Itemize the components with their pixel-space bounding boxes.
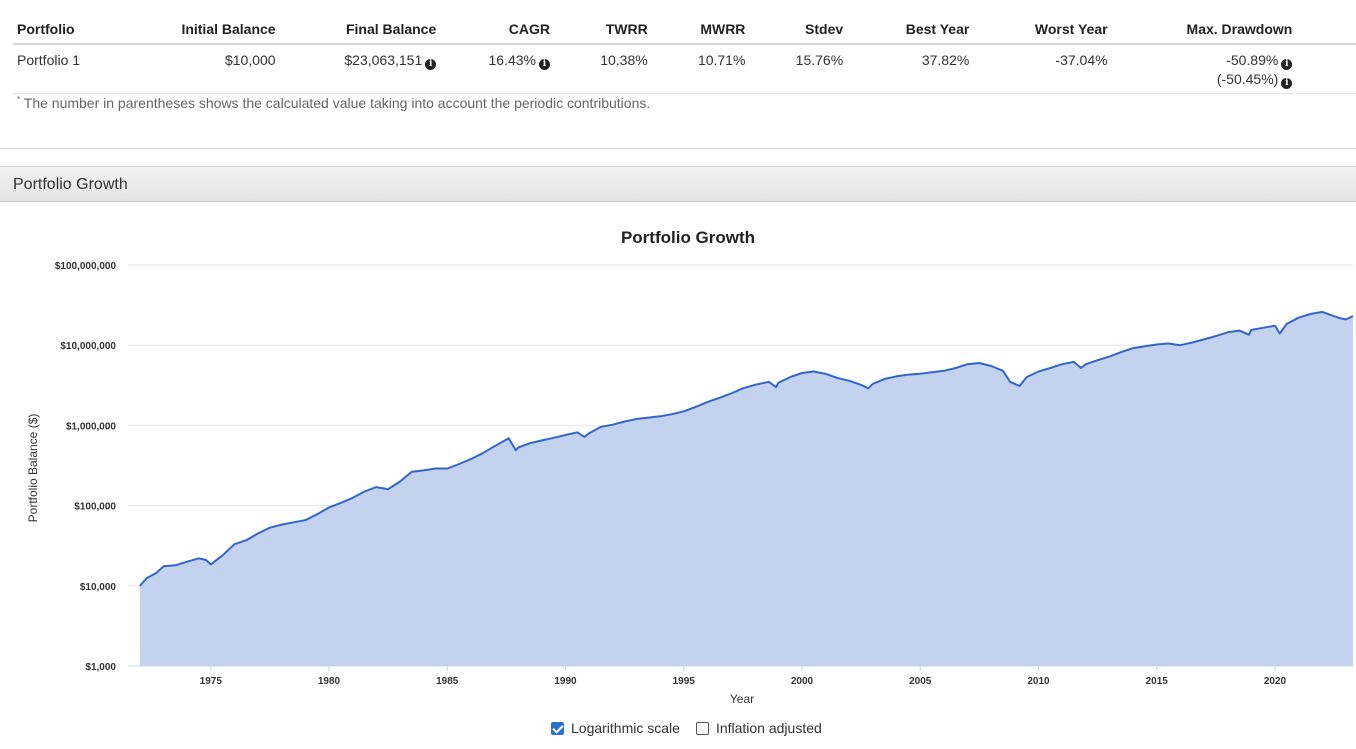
cell-twrr: 10.38% (553, 44, 652, 94)
inflation-label: Inflation adjusted (715, 720, 822, 736)
max-drawdown-contrib-value: (-50.45%) (1216, 71, 1279, 87)
cell-cagr: 16.43% i (440, 44, 554, 94)
info-circle-icon[interactable]: i (1281, 78, 1293, 89)
y-axis-label: Portfolio Balance ($) (26, 414, 40, 523)
footnote: * The number in parentheses shows the ca… (17, 95, 650, 111)
table-row: Portfolio 1 $10,000 $23,063,151 i 16.43% i… (13, 44, 1356, 94)
col-header-mwrr[interactable]: MWRR (651, 14, 750, 45)
col-header-best-year[interactable]: Best Year (847, 14, 974, 45)
x-tick-label: 1975 (200, 676, 223, 687)
log-scale-toggle[interactable]: Logarithmic scale (551, 720, 680, 736)
cell-final-balance: $23,063,151 i (279, 44, 441, 94)
col-header-portfolio[interactable]: Portfolio (13, 14, 126, 45)
x-tick-label: 1980 (318, 676, 341, 687)
x-tick-label: 1995 (673, 676, 696, 687)
x-tick-label: 2000 (791, 676, 814, 687)
cell-best-year: 37.82% (847, 44, 974, 94)
cell-stdev: 15.76% (749, 44, 848, 94)
info-circle-icon[interactable]: i (425, 59, 437, 70)
y-tick-label: $100,000,000 (55, 261, 117, 272)
final-balance-value: $23,063,151 (344, 52, 423, 68)
max-drawdown-value: -50.89% (1226, 52, 1279, 68)
y-axis-ticks: $1,000 $10,000 $100,000 $1,000,000 $10,000,0… (55, 261, 117, 673)
inflation-toggle[interactable]: Inflation adjusted (695, 720, 822, 736)
col-header-worst-year[interactable]: Worst Year (973, 14, 1112, 45)
footnote-mark: * (17, 95, 21, 104)
col-header-initial-balance[interactable]: Initial Balance (125, 14, 280, 45)
y-tick-label: $10,000 (80, 582, 117, 593)
portfolio-stats-table: Portfolio Initial Balance Final Balance … (13, 14, 1356, 94)
portfolio-growth-chart: Portfolio Growth $1,000 $10,000 $100,000 $1… (0, 203, 1356, 749)
x-axis-ticks: 1975 1980 1985 1990 1995 2000 2005 2010 2015 2020 (200, 666, 1287, 687)
info-circle-icon[interactable]: i (1281, 59, 1293, 70)
log-scale-label: Logarithmic scale (571, 720, 680, 736)
log-scale-checkbox[interactable] (551, 721, 564, 735)
cell-mwrr: 10.71% (651, 44, 750, 94)
cell-portfolio: Portfolio 1 (13, 44, 126, 94)
section-divider (0, 148, 1356, 149)
x-axis-label: Year (730, 692, 754, 706)
info-circle-icon[interactable]: i (538, 59, 550, 70)
footnote-text: The number in parentheses shows the calc… (23, 95, 651, 111)
cell-spacer (1296, 44, 1356, 94)
series-area (139, 311, 1353, 666)
cell-worst-year: -37.04% (973, 44, 1112, 94)
x-tick-label: 1985 (436, 676, 459, 687)
col-header-stdev[interactable]: Stdev (749, 14, 848, 45)
cell-initial-balance: $10,000 (125, 44, 280, 94)
cell-max-drawdown: -50.89% i (-50.45%) i (1111, 44, 1297, 94)
x-tick-label: 2020 (1264, 676, 1287, 687)
chart-controls: Logarithmic scale Inflation adjusted (551, 720, 838, 736)
chart-svg: Portfolio Growth $1,000$10,000$100,000$1… (26, 228, 1354, 706)
cagr-value: 16.43% (488, 52, 536, 68)
col-header-spacer (1296, 14, 1356, 45)
col-header-final-balance[interactable]: Final Balance (279, 14, 441, 45)
col-header-max-drawdown[interactable]: Max. Drawdown (1111, 14, 1297, 45)
col-header-twrr[interactable]: TWRR (553, 14, 652, 45)
y-tick-label: $100,000 (74, 502, 116, 513)
plot-area (139, 310, 1354, 666)
inflation-checkbox[interactable] (695, 721, 709, 735)
x-tick-label: 2005 (909, 676, 932, 687)
section-title: Portfolio Growth (13, 176, 128, 193)
x-tick-label: 2010 (1027, 676, 1050, 687)
y-tick-label: $1,000 (85, 662, 116, 673)
chart-title: Portfolio Growth (621, 228, 755, 247)
y-tick-label: $1,000,000 (66, 421, 116, 432)
series-line (139, 310, 1354, 587)
col-header-cagr[interactable]: CAGR (440, 14, 554, 45)
section-header: Portfolio Growth (0, 166, 1356, 202)
y-tick-label: $10,000,000 (60, 341, 116, 352)
x-tick-label: 1990 (554, 676, 577, 687)
x-tick-label: 2015 (1146, 676, 1169, 687)
stats-header-row: Portfolio Initial Balance Final Balance … (13, 14, 1356, 45)
